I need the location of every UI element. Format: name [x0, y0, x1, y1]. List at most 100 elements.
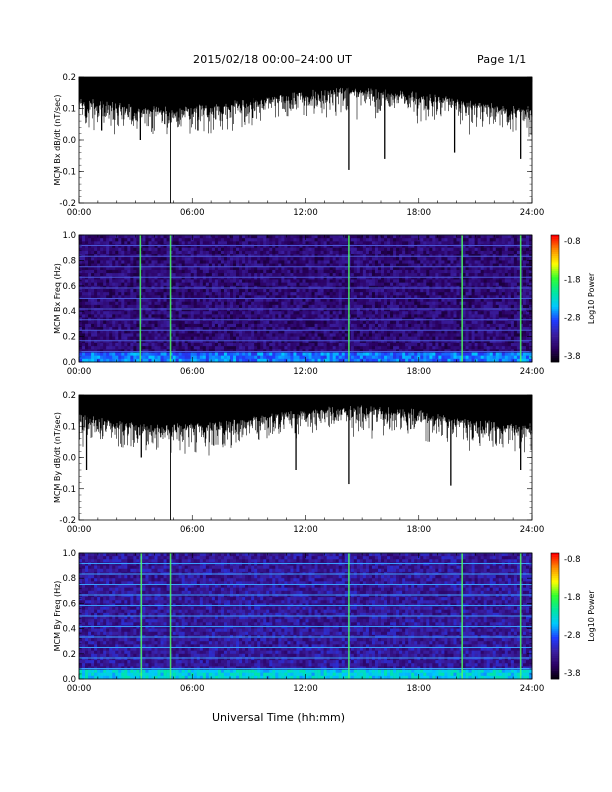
spectrogram-cell [148, 238, 152, 242]
spectrogram-cell [82, 276, 86, 280]
spectrogram-cell [290, 282, 294, 287]
spectrogram-cell [112, 269, 116, 274]
spectrogram-cell [269, 266, 273, 271]
spectrogram-cell [423, 301, 427, 306]
spectrogram-cell [405, 292, 409, 296]
spectrogram-cell [393, 298, 397, 302]
spectrogram-cell [127, 241, 131, 245]
spectrogram-cell [115, 320, 119, 325]
spectrogram-cell [296, 276, 300, 280]
spectrogram-cell [100, 250, 104, 255]
spectrogram-cell [290, 266, 294, 271]
spectrogram-cell [163, 323, 167, 328]
spectrogram-cell [302, 327, 306, 331]
spectrogram-cell [426, 250, 430, 255]
spectrogram-cell [411, 279, 415, 283]
spectrogram-cell [142, 295, 146, 299]
spectrogram-cell [166, 298, 170, 302]
spectrogram-cell [94, 238, 98, 242]
spectrogram-cell [384, 333, 388, 337]
spectrogram-cell [299, 346, 303, 350]
spectrogram-cell [302, 257, 306, 261]
spectrogram-cell [151, 269, 155, 274]
spectrogram-cell [411, 304, 415, 309]
spectrogram-cell [311, 336, 315, 341]
spectrogram-cell [136, 298, 140, 302]
spectrogram-cell [88, 269, 92, 274]
spectrogram-cell [444, 266, 448, 271]
spectrogram-cell [248, 241, 252, 245]
spectrogram-cell [109, 327, 113, 331]
spectrogram-cell [148, 282, 152, 287]
spectrogram-cell [429, 352, 433, 356]
spectrogram-cell [281, 346, 285, 350]
spectrogram-cell [175, 276, 179, 280]
spectrogram-cell [438, 304, 442, 309]
spectrogram-cell [91, 292, 95, 296]
spectrogram-cell [251, 346, 255, 350]
spectrogram-cell [384, 355, 388, 360]
spectrogram-cell [320, 244, 324, 248]
spectrogram-cell [220, 288, 225, 293]
spectrogram-cell [390, 308, 394, 312]
spectrogram-cell [402, 308, 406, 312]
spectrogram-cell [426, 358, 430, 363]
spectrogram-cell [399, 314, 403, 318]
spectrogram-cell [260, 257, 264, 261]
spectrogram-cell [317, 327, 321, 331]
spectrogram-cell [272, 241, 276, 245]
spectrogram-cell [368, 308, 373, 312]
spectrogram-cell [374, 292, 379, 296]
spectrogram-cell [160, 352, 164, 356]
spectrogram-cell [103, 358, 107, 363]
spectrogram-cell [217, 247, 222, 252]
spectrogram-cell [435, 327, 439, 331]
spectrogram-cell [359, 358, 364, 363]
spectrogram-cell [266, 339, 270, 344]
spectrogram-cell [305, 266, 309, 271]
spectrogram-cell [402, 263, 406, 268]
spectrogram-cell [220, 327, 225, 331]
spectrogram-cell [435, 308, 439, 312]
spectrogram-cell [97, 295, 101, 299]
spectrogram-cell [338, 247, 343, 252]
spectrogram-cell [160, 330, 164, 334]
spectrogram-cell [190, 346, 195, 350]
spectrogram-cell [166, 263, 170, 268]
spectrogram-cell [145, 241, 149, 245]
spectrogram-cell [432, 298, 436, 302]
spectrogram-cell [317, 342, 321, 347]
spectrogram-cell [172, 244, 176, 248]
spectrogram-cell [432, 250, 436, 255]
spectrogram-cell [211, 323, 216, 328]
spectrogram-cell [408, 304, 412, 309]
spectrogram-cell [205, 355, 210, 360]
spectrogram-cell [266, 292, 270, 296]
spectrogram-cell [323, 358, 327, 363]
spectrogram-cell [190, 330, 195, 334]
spectrogram-cell [142, 279, 146, 283]
spectrogram-cell [326, 327, 330, 331]
spectrogram-cell [233, 320, 237, 325]
spectrogram-cell [239, 327, 243, 331]
spectrogram-cell [136, 327, 140, 331]
spectrogram-cell [85, 235, 89, 239]
spectrogram-cell [245, 346, 249, 350]
spectrogram-cell [211, 235, 216, 239]
spectrogram-cell [414, 333, 418, 337]
spectrogram-cell [308, 288, 312, 293]
spectrogram-cell [329, 308, 333, 312]
spectrogram-cell [393, 250, 397, 255]
spectrogram-cell [435, 273, 439, 277]
spectrogram-cell [205, 238, 210, 242]
spectrogram-cell [420, 282, 424, 287]
spectrogram-cell [254, 355, 258, 360]
spectrogram-cell [109, 336, 113, 341]
spectrogram-cell [411, 292, 415, 296]
spectrogram-cell [245, 288, 249, 293]
spectrogram-cell [281, 266, 285, 271]
spectrogram-cell [79, 273, 83, 277]
spectrogram-cell [133, 336, 137, 341]
spectrogram-cell [82, 279, 86, 283]
spectrogram-cell [420, 292, 424, 296]
